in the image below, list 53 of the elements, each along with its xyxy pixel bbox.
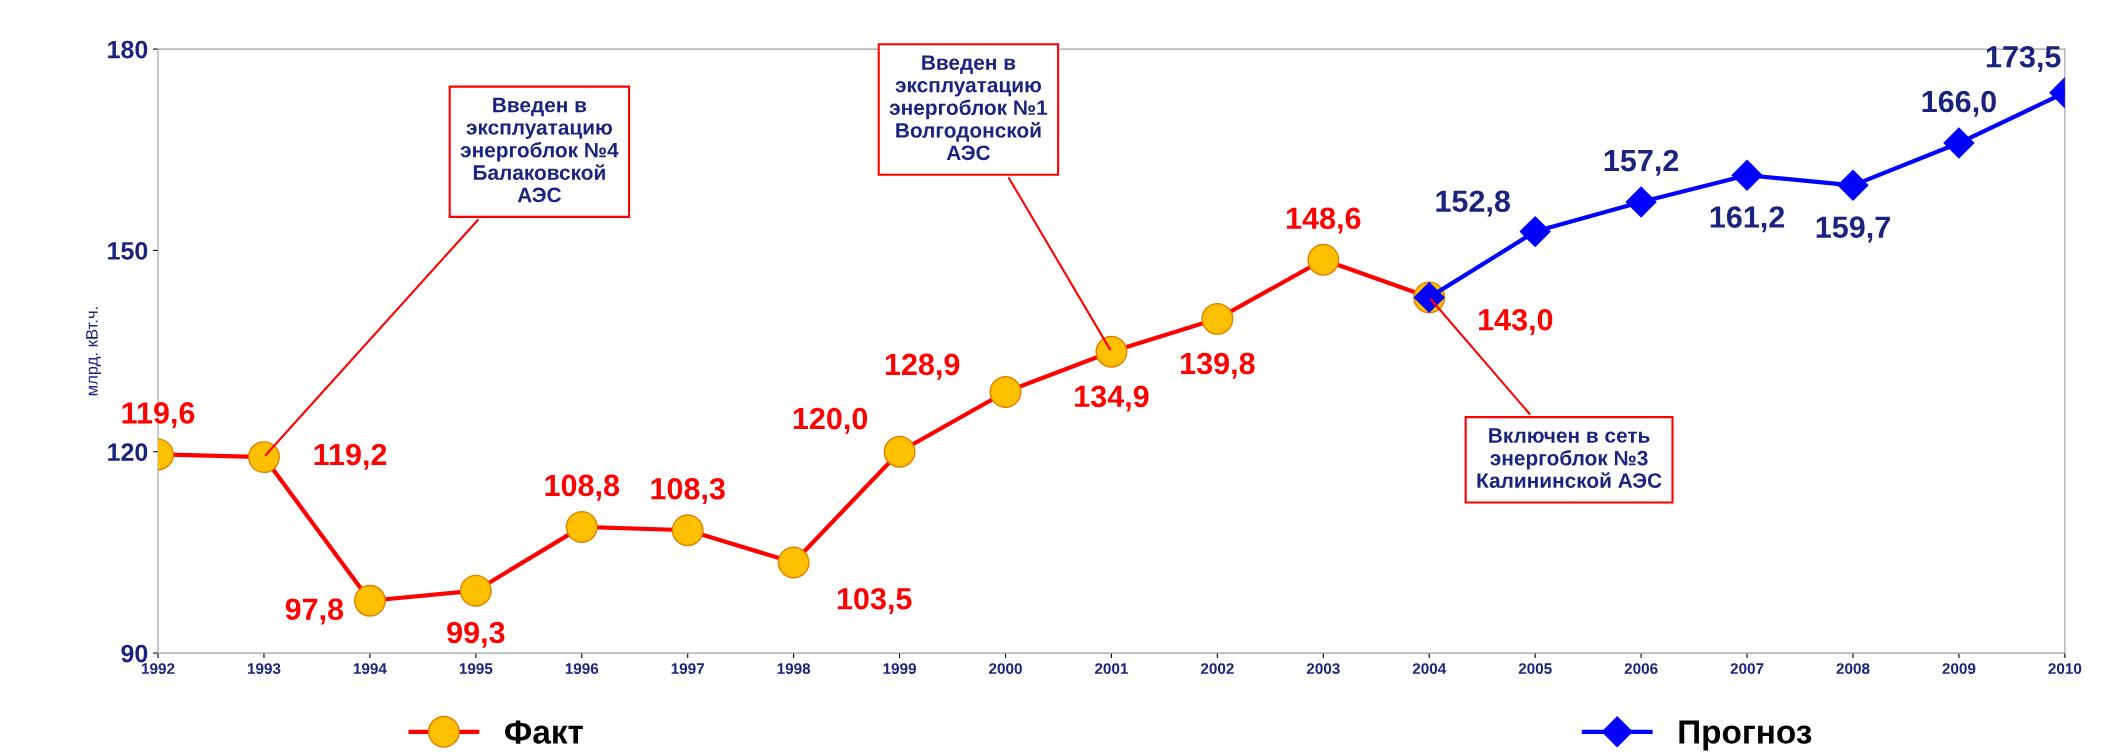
x-tick-label: 1997: [671, 663, 705, 675]
annotation: Введен в эксплуатацию энергоблок №1 Волгодонской АЭС: [889, 55, 1048, 161]
x-tick-label: 1994: [353, 663, 387, 675]
x-tick-label: 1999: [883, 663, 916, 675]
data-label: 108,3: [651, 477, 725, 505]
data-label: 119,6: [122, 402, 195, 429]
data-label: 159,7: [1816, 216, 1890, 243]
x-tick-label: 2002: [1200, 663, 1234, 675]
x-tick-label: 2007: [1730, 663, 1764, 675]
data-label: 134,9: [1075, 385, 1149, 412]
data-label: 143,0: [1479, 308, 1553, 336]
data-label: 166,0: [1922, 90, 1996, 117]
data-label: 139,8: [1181, 352, 1255, 379]
data-label: 157,2: [1604, 149, 1679, 176]
x-tick-label: 2008: [1836, 663, 1870, 675]
data-label: 103,5: [837, 587, 912, 614]
x-tick-label: 1995: [459, 663, 493, 675]
data-label: 108,8: [545, 474, 620, 501]
x-tick-label: 2001: [1094, 663, 1129, 675]
x-tick-label: 1993: [247, 663, 281, 675]
data-label: 120,0: [793, 407, 868, 434]
data-label: 161,2: [1710, 206, 1785, 233]
point: [1731, 159, 1763, 191]
data-label: 97,8: [285, 598, 344, 625]
x-tick-label: 1992: [142, 663, 175, 675]
y-axis-title: млрд. кВт.ч.: [86, 307, 102, 396]
x-tick-label: 2006: [1624, 663, 1658, 675]
x-tick-label: 1996: [565, 663, 599, 675]
legend-label: Факт: [505, 720, 583, 744]
x-tick-label: 2010: [2048, 663, 2082, 675]
y-tick-label: 150: [108, 242, 148, 260]
x-tick-label: 1998: [777, 663, 811, 675]
legend-label: Прогноз: [1679, 720, 1812, 751]
annotation: Введен в эксплуатацию энергоблок №4 Балаковской АЭС: [460, 97, 619, 203]
x-tick-label: 2004: [1412, 663, 1447, 675]
x-tick-label: 2003: [1306, 663, 1340, 675]
data-label: 173,5: [1986, 45, 2061, 72]
x-tick-label: 2005: [1518, 663, 1552, 675]
annotation: Включен в сеть энергоблок №3 Калининской АЭС: [1477, 428, 1662, 488]
data-label: 152,8: [1436, 190, 1510, 217]
point: [1837, 169, 1869, 201]
data-label: 99,3: [447, 621, 505, 648]
data-label: 148,6: [1287, 207, 1361, 234]
y-tick-label: 120: [108, 443, 148, 462]
data-label: 119,2: [314, 443, 387, 470]
x-tick-label: 2009: [1942, 663, 1976, 675]
point: [1943, 127, 1975, 159]
point: [1625, 186, 1657, 218]
y-tick-label: 180: [108, 40, 148, 59]
data-label: 128,9: [885, 353, 960, 380]
x-tick-label: 2000: [989, 663, 1022, 675]
point: [1519, 216, 1551, 248]
y-tick-label: 90: [121, 644, 148, 663]
